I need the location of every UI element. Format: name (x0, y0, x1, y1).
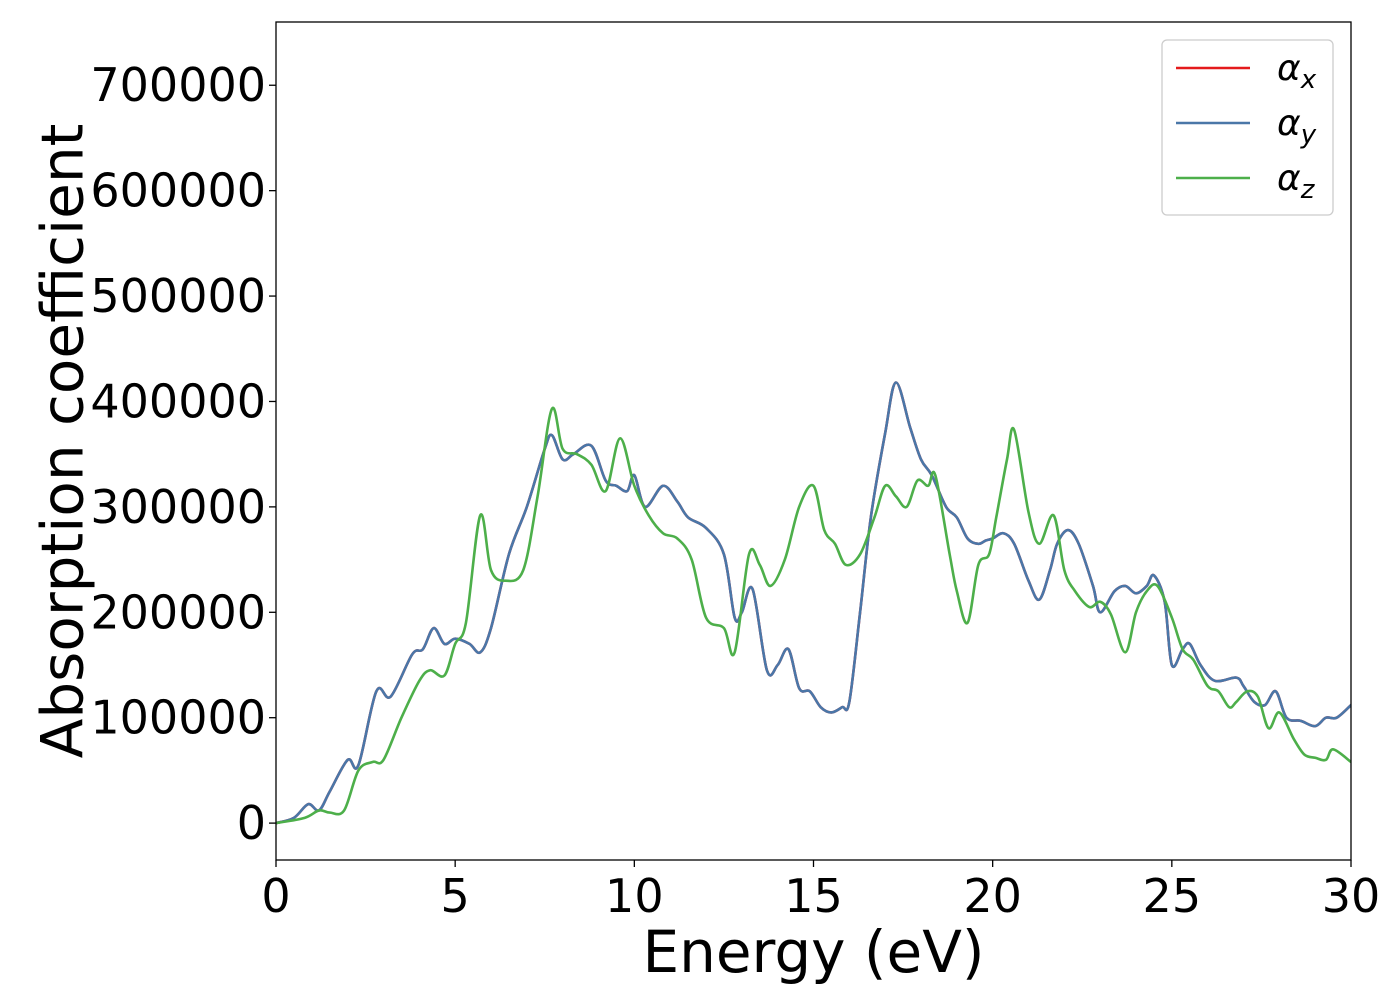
plot-frame (275, 21, 1352, 861)
y-tick-label: 300000 (90, 480, 266, 534)
x-axis-title: Energy (eV) (642, 918, 984, 986)
x-tick-label: 0 (261, 869, 290, 923)
y-tick-label: 100000 (90, 691, 266, 745)
legend-subscript: y (1300, 120, 1317, 150)
plot-area (276, 381, 1351, 825)
x-tick-label: 15 (784, 869, 843, 923)
y-tick-label: 500000 (90, 269, 266, 323)
legend-label-z: αz (1277, 158, 1316, 205)
x-tick-label: 20 (963, 869, 1022, 923)
x-tick-label: 10 (605, 869, 664, 923)
series-line-y (276, 381, 1351, 825)
x-axis: 0 5 10 15 20 25 30 (261, 860, 1380, 923)
legend-symbol: α (1277, 48, 1301, 89)
x-tick-label: 25 (1143, 869, 1202, 923)
y-axis-title: Absorption coefficient (28, 124, 96, 759)
y-tick-label: 0 (237, 796, 266, 850)
x-tick-label: 5 (441, 869, 470, 923)
y-tick-label: 700000 (90, 58, 266, 112)
legend-label-y: αy (1277, 103, 1317, 150)
legend-subscript: z (1300, 175, 1316, 205)
legend-box (1161, 39, 1334, 216)
y-tick-label: 200000 (90, 585, 266, 639)
legend-symbol: α (1277, 103, 1301, 144)
legend-label-x: αx (1277, 48, 1317, 95)
legend-subscript: x (1300, 65, 1317, 95)
y-tick-label: 400000 (90, 374, 266, 428)
y-tick-label: 600000 (90, 164, 266, 218)
y-axis: 0 100000 200000 300000 400000 500000 600000 700… (90, 58, 276, 850)
x-tick-label: 30 (1322, 869, 1381, 923)
legend-symbol: α (1277, 158, 1301, 199)
series-line-z (276, 406, 1351, 825)
